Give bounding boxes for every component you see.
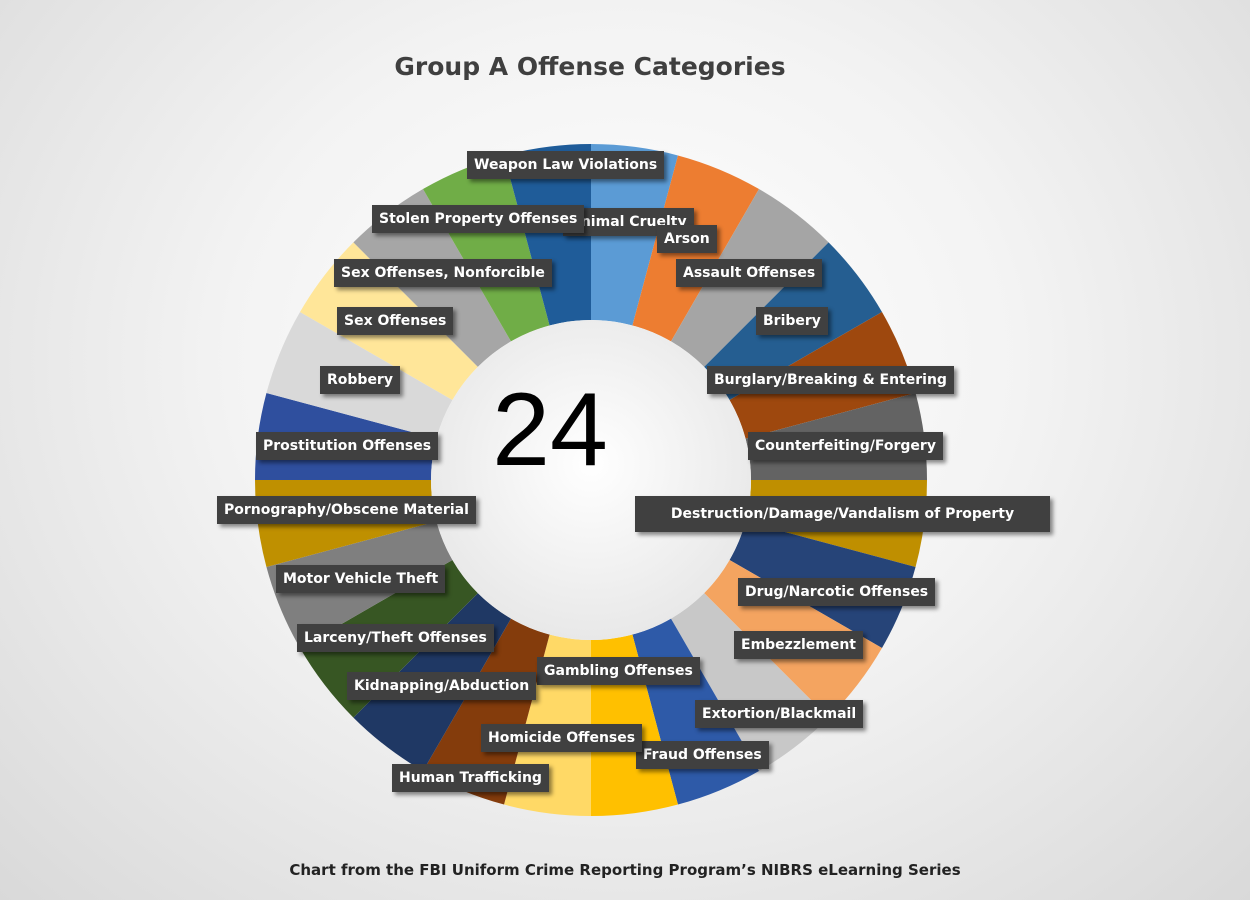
label-fraud-offenses: Fraud Offenses — [636, 741, 769, 769]
label-human-trafficking: Human Trafficking — [392, 764, 549, 792]
donut-hole — [431, 320, 751, 640]
label-destruction-damage-vandalism-of-property: Destruction/Damage/Vandalism of Property — [635, 496, 1050, 532]
label-sex-offenses: Sex Offenses — [337, 307, 454, 335]
label-weapon-law-violations: Weapon Law Violations — [467, 151, 665, 179]
label-gambling-offenses: Gambling Offenses — [537, 657, 700, 685]
label-pornography-obscene-material: Pornography/Obscene Material — [217, 496, 476, 524]
donut-slice-human-trafficking — [423, 618, 550, 805]
label-extortion-blackmail: Extortion/Blackmail — [695, 700, 864, 728]
label-animal-cruelty: Animal Cruelty — [563, 208, 694, 236]
label-burglary-breaking-entering: Burglary/Breaking & Entering — [707, 366, 954, 394]
label-bribery: Bribery — [756, 307, 828, 335]
label-kidnapping-abduction: Kidnapping/Abduction — [347, 672, 537, 700]
label-arson: Arson — [657, 225, 717, 253]
label-sex-offenses-nonforcible: Sex Offenses, Nonforcible — [334, 259, 552, 287]
center-total-value: 24 — [492, 372, 608, 488]
chart-title: Group A Offense Categories — [394, 52, 786, 81]
label-assault-offenses: Assault Offenses — [676, 259, 823, 287]
donut-slice-stolen-property-offenses — [423, 155, 550, 342]
chart-caption: Chart from the FBI Uniform Crime Reporti… — [289, 861, 961, 879]
label-robbery: Robbery — [320, 366, 400, 394]
donut-slice-weapon-law-violations — [504, 144, 591, 326]
label-prostitution-offenses: Prostitution Offenses — [256, 432, 439, 460]
label-drug-narcotic-offenses: Drug/Narcotic Offenses — [738, 578, 936, 606]
label-homicide-offenses: Homicide Offenses — [481, 724, 643, 752]
label-motor-vehicle-theft: Motor Vehicle Theft — [276, 565, 446, 593]
label-stolen-property-offenses: Stolen Property Offenses — [372, 205, 585, 233]
label-larceny-theft-offenses: Larceny/Theft Offenses — [297, 624, 494, 652]
label-embezzlement: Embezzlement — [734, 631, 864, 659]
label-counterfeiting-forgery: Counterfeiting/Forgery — [748, 432, 943, 460]
